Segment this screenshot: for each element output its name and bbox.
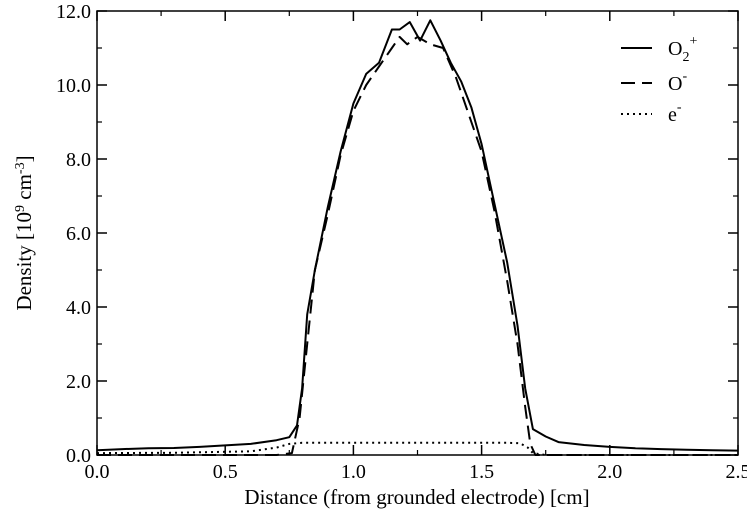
x-tick-label: 2.5: [726, 461, 747, 483]
y-axis-label: Density [109 cm-3]: [12, 155, 36, 310]
x-axis-label: Distance (from grounded electrode) [cm]: [244, 485, 589, 509]
y-tick-label: 2.0: [66, 371, 91, 393]
series-line-o2: [96, 19, 739, 452]
y-tick-label: 6.0: [66, 223, 91, 245]
y-tick-label: 4.0: [66, 297, 91, 319]
series-line-o: [97, 35, 738, 456]
x-tick-label: 0.5: [213, 461, 238, 483]
axis-ticks: [96, 10, 739, 456]
x-tick-label: 1.0: [341, 461, 366, 483]
legend: O2+ O-e-: [621, 34, 697, 126]
y-tick-label: 10.0: [56, 75, 91, 97]
plot-frame: [96, 10, 739, 456]
axis-tick-labels: 0.0 0.5 1.0 1.5 2.0 2.5 0.0 2.0 4.0 6.0 8.0 10.0 12.…: [56, 1, 747, 483]
legend-label: O2+: [668, 34, 697, 65]
y-tick-label: 12.0: [56, 1, 91, 23]
legend-label: e-: [668, 100, 682, 126]
y-tick-label: 0.0: [66, 445, 91, 467]
y-tick-label: 8.0: [66, 149, 91, 171]
x-tick-label: 2.0: [597, 461, 622, 483]
legend-label: O-: [668, 69, 687, 95]
series-lines: [96, 19, 739, 456]
x-tick-label: 1.5: [469, 461, 494, 483]
x-tick-label: 0.0: [85, 461, 110, 483]
